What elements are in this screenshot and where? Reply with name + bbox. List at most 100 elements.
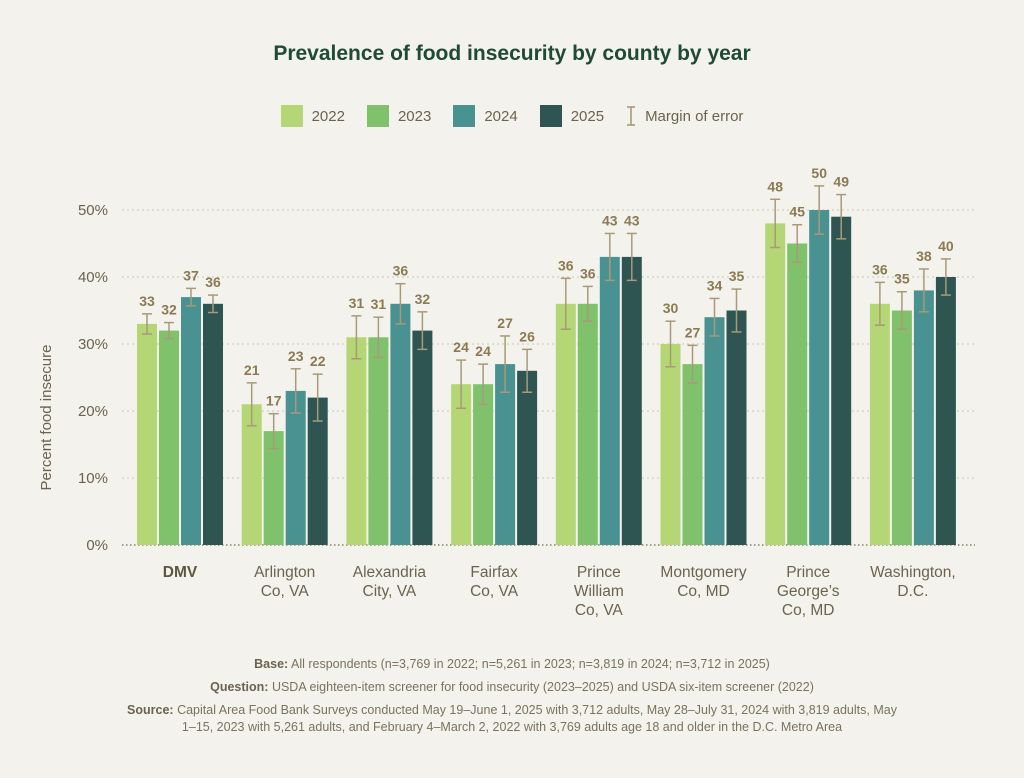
y-tick-label: 0% bbox=[86, 537, 108, 554]
bar-2025-3 bbox=[517, 370, 538, 545]
legend-label-2024: 2024 bbox=[484, 107, 518, 125]
data-label: 17 bbox=[266, 393, 282, 409]
legend-item-2023: 2023 bbox=[366, 105, 432, 127]
data-label: 26 bbox=[519, 328, 535, 344]
data-label: 35 bbox=[894, 271, 910, 287]
data-label: 37 bbox=[183, 267, 199, 283]
bar-2023-1 bbox=[263, 431, 284, 545]
x-tick-label: Co, MD bbox=[782, 602, 835, 619]
x-tick-label: Alexandria bbox=[353, 564, 427, 581]
x-tick-label: Prince bbox=[577, 564, 621, 581]
bar-2023-7 bbox=[891, 310, 912, 545]
bar-2024-6 bbox=[809, 210, 830, 545]
bar-2024-4 bbox=[599, 256, 620, 545]
legend-item-2024: 2024 bbox=[453, 105, 518, 127]
data-label: 32 bbox=[161, 302, 177, 318]
bar-2025-6 bbox=[831, 216, 852, 545]
legend-swatch-2022 bbox=[280, 105, 303, 127]
data-label: 24 bbox=[453, 339, 469, 355]
bar-2022-5 bbox=[660, 344, 681, 545]
bar-2022-3 bbox=[451, 384, 472, 545]
bar-2025-2 bbox=[412, 330, 433, 545]
data-label: 21 bbox=[244, 362, 260, 378]
legend-label-moe: Margin of error bbox=[645, 107, 744, 125]
base-note: Base: All respondents (n=3,769 in 2022; … bbox=[254, 657, 770, 671]
y-tick-label: 40% bbox=[78, 269, 108, 286]
data-label: 36 bbox=[872, 261, 888, 277]
question-text: USDA eighteen-item screener for food ins… bbox=[271, 679, 814, 694]
data-label: 33 bbox=[139, 293, 155, 309]
data-label: 36 bbox=[393, 263, 409, 279]
bar-2023-3 bbox=[473, 384, 494, 545]
data-label: 27 bbox=[685, 324, 701, 340]
data-label: 45 bbox=[789, 204, 805, 220]
legend-swatch-2025 bbox=[539, 105, 562, 127]
data-label: 34 bbox=[707, 277, 723, 293]
x-tick-label: Co, MD bbox=[677, 583, 730, 600]
data-label: 36 bbox=[558, 257, 574, 273]
bar-2025-0 bbox=[203, 303, 223, 545]
bar-2022-4 bbox=[555, 303, 576, 545]
bar-2023-2 bbox=[368, 337, 389, 545]
x-tick-label: Arlington bbox=[254, 564, 315, 581]
bar-2025-7 bbox=[935, 277, 956, 545]
bar-2025-5 bbox=[726, 310, 747, 545]
bar-2024-0 bbox=[181, 297, 201, 545]
bar-2022-6 bbox=[765, 223, 786, 545]
bar-2024-1 bbox=[285, 390, 306, 545]
bar-2025-4 bbox=[621, 256, 642, 545]
x-tick-label: Co, VA bbox=[261, 583, 310, 600]
legend-label-2025: 2025 bbox=[570, 107, 605, 125]
base-text: All respondents (n=3,769 in 2022; n=5,26… bbox=[290, 657, 770, 671]
legend-item-moe: Margin of error bbox=[626, 105, 743, 127]
source-text: Capital Area Food Bank Surveys conducted… bbox=[177, 702, 897, 734]
x-tick-label: Washington, bbox=[870, 564, 956, 581]
data-label: 43 bbox=[602, 212, 618, 228]
bar-2023-4 bbox=[577, 303, 598, 545]
bar-2022-2 bbox=[346, 337, 367, 545]
legend-label-2023: 2023 bbox=[397, 107, 432, 125]
data-label: 31 bbox=[371, 296, 387, 312]
chart-title: Prevalence of food insecurity by county … bbox=[273, 42, 751, 65]
x-tick-label: Co, VA bbox=[575, 602, 624, 619]
x-tick-label: Fairfax bbox=[470, 564, 518, 581]
bar-2024-2 bbox=[390, 303, 411, 545]
legend-item-2022: 2022 bbox=[280, 105, 345, 127]
y-axis-label: Percent food insecure bbox=[38, 345, 55, 491]
data-label: 35 bbox=[729, 268, 745, 284]
bar-2024-3 bbox=[495, 364, 516, 545]
bar-2025-1 bbox=[307, 397, 328, 545]
x-tick-label: George’s bbox=[777, 583, 840, 600]
data-label: 38 bbox=[916, 248, 932, 264]
bar-2022-0 bbox=[137, 323, 157, 545]
data-label: 48 bbox=[767, 178, 783, 194]
x-tick-label: William bbox=[574, 583, 624, 600]
data-label: 40 bbox=[938, 238, 954, 254]
legend-item-2025: 2025 bbox=[539, 105, 605, 127]
question-note: Question: USDA eighteen-item screener fo… bbox=[210, 679, 814, 694]
x-tick-label: Co, VA bbox=[470, 583, 519, 600]
footnotes: Base: All respondents (n=3,769 in 2022; … bbox=[0, 656, 1024, 736]
bar-2024-7 bbox=[913, 290, 934, 545]
data-label: 31 bbox=[349, 295, 365, 311]
bar-2022-1 bbox=[241, 404, 262, 545]
data-label: 36 bbox=[205, 274, 221, 290]
bar-2023-6 bbox=[787, 243, 808, 545]
data-label: 49 bbox=[833, 174, 849, 190]
bar-2022-7 bbox=[869, 303, 890, 545]
data-label: 24 bbox=[475, 343, 491, 359]
bar-chart: Percent food insecure 0% 10% 20% 30% 40% 50% 33… bbox=[38, 165, 975, 619]
x-tick-label: DMV bbox=[163, 564, 198, 581]
y-tick-label: 20% bbox=[78, 403, 108, 420]
bar-2023-0 bbox=[159, 330, 179, 545]
x-tick-label: D.C. bbox=[897, 583, 928, 600]
y-tick-label: 50% bbox=[78, 202, 108, 219]
y-tick-label: 30% bbox=[78, 336, 108, 353]
data-label: 23 bbox=[288, 348, 304, 364]
data-label: 30 bbox=[663, 300, 679, 316]
bar-2024-5 bbox=[704, 317, 725, 545]
data-label: 27 bbox=[497, 315, 513, 331]
error-bar-icon bbox=[627, 106, 636, 126]
legend-swatch-2023 bbox=[366, 105, 389, 127]
x-tick-label: Prince bbox=[786, 564, 830, 581]
